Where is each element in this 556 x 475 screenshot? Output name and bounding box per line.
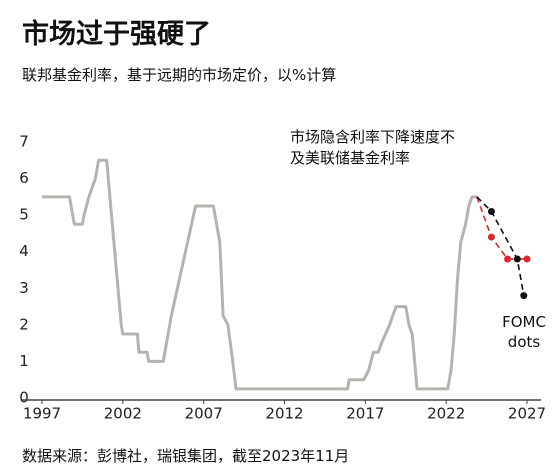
x-tick-label: 2017 bbox=[346, 405, 384, 423]
x-tick-label: 2007 bbox=[185, 405, 223, 423]
x-tick-label: 2027 bbox=[508, 405, 546, 423]
y-tick-label: 3 bbox=[19, 279, 29, 297]
x-tick-label: 2012 bbox=[265, 405, 303, 423]
y-tick-label: 7 bbox=[19, 133, 29, 151]
y-tick-label: 2 bbox=[19, 315, 29, 333]
x-tick-label: 2002 bbox=[104, 405, 142, 423]
y-tick-label: 5 bbox=[19, 206, 29, 224]
y-tick-label: 4 bbox=[19, 242, 29, 260]
y-tick-label: 6 bbox=[19, 169, 29, 187]
y-tick-label: 0 bbox=[19, 389, 29, 407]
chart-subtitle: 联邦基金利率，基于远期的市场定价，以%计算 bbox=[22, 66, 337, 84]
data-point bbox=[513, 255, 521, 263]
data-point bbox=[520, 292, 528, 300]
chart-title: 市场过于强硬了 bbox=[22, 19, 211, 50]
data-point bbox=[487, 207, 495, 215]
series-line bbox=[42, 158, 477, 391]
data-point bbox=[487, 233, 495, 241]
series-label: FOMC dots bbox=[502, 313, 546, 351]
annotation: 市场隐含利率下降速度不及美联储基金利率 bbox=[290, 128, 456, 167]
data-point bbox=[523, 255, 531, 263]
series-line bbox=[476, 196, 527, 260]
data-point bbox=[504, 255, 512, 263]
series-line bbox=[476, 196, 525, 296]
x-tick-label: 2022 bbox=[427, 405, 465, 423]
x-tick-label: 1997 bbox=[23, 405, 61, 423]
source-note: 数据来源：彭博社，瑞银集团，截至2023年11月 bbox=[22, 447, 350, 465]
y-tick-label: 1 bbox=[19, 352, 29, 370]
